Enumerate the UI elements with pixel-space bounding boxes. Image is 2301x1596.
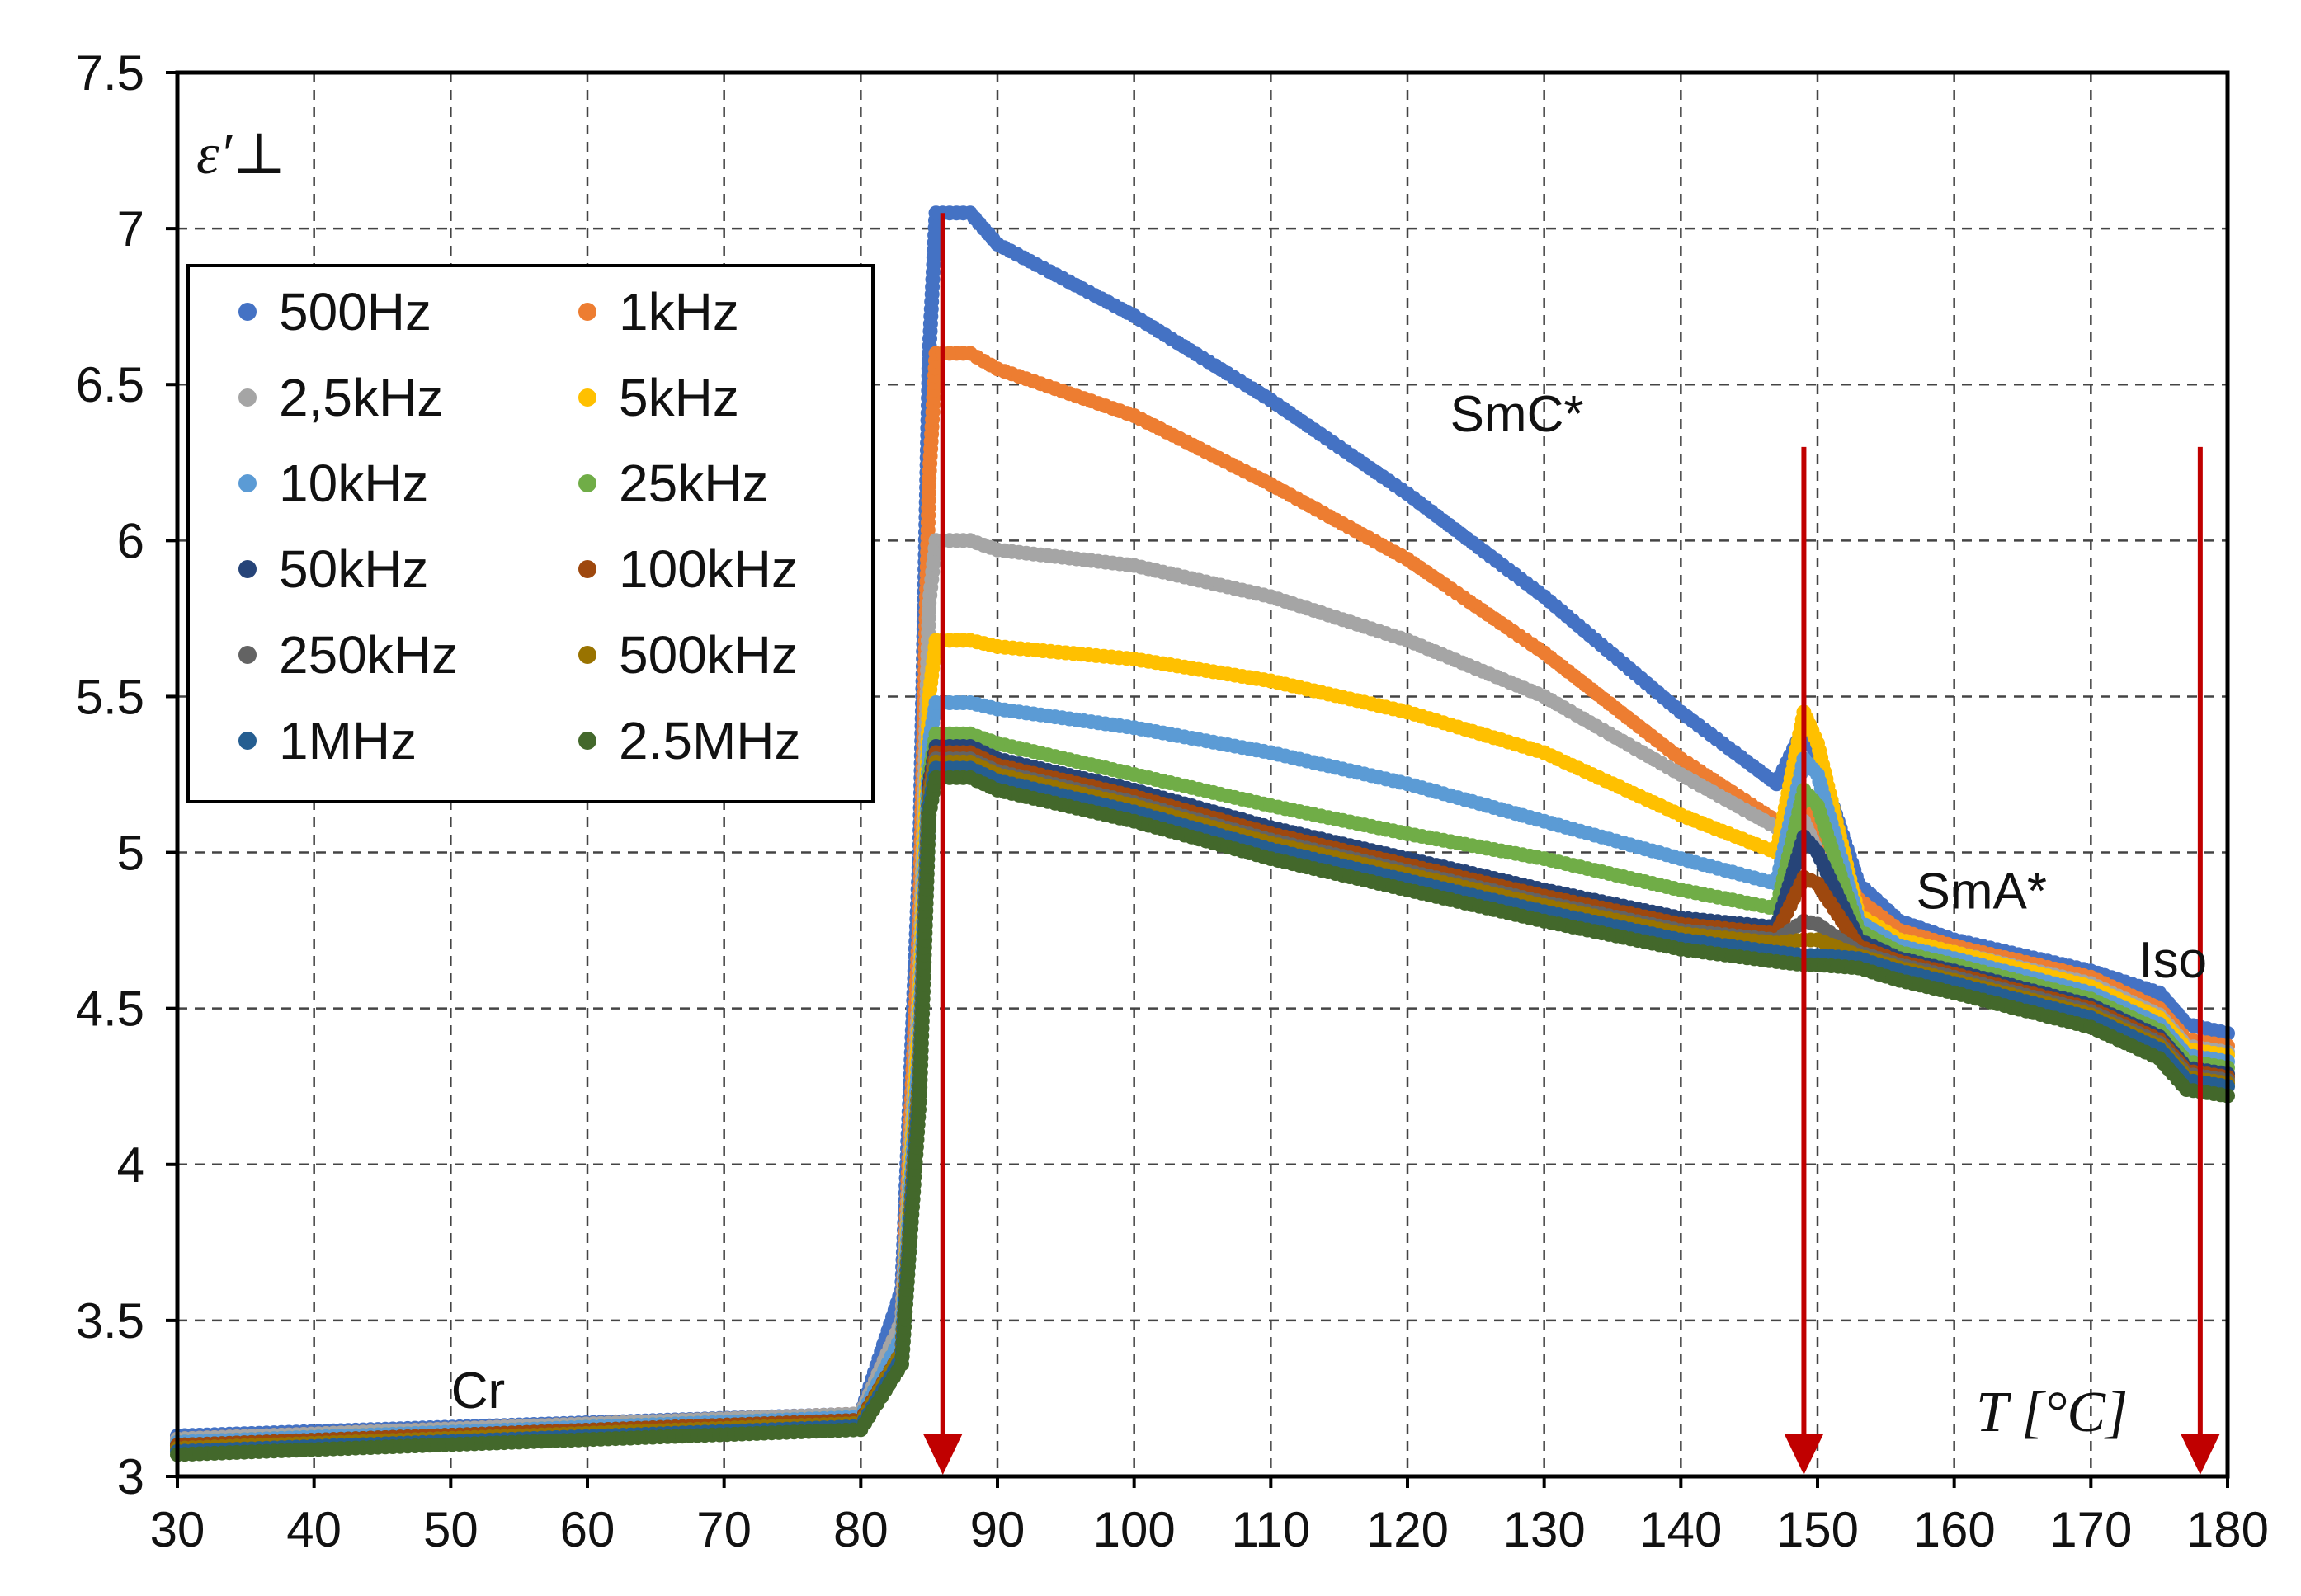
annotation-sma: SmA*: [1917, 864, 2047, 920]
legend-marker: [238, 560, 257, 578]
x-tick-label: 50: [423, 1502, 479, 1557]
x-tick-label: 150: [1776, 1502, 1859, 1557]
y-tick-label: 4.5: [76, 982, 144, 1037]
legend-label: 2.5MHz: [619, 711, 801, 770]
legend-label: 1kHz: [619, 282, 739, 341]
y-tick-label: 7: [117, 201, 144, 257]
annotation-iso: Iso: [2138, 932, 2207, 989]
legend-label: 2,5kHz: [279, 368, 443, 427]
x-tick-label: 110: [1232, 1502, 1311, 1557]
y-tick-label: 6: [117, 513, 144, 568]
y-tick-label: 5: [117, 826, 144, 881]
legend-marker: [238, 303, 257, 321]
legend: 500Hz 1kHz 2,5kHz 5kHz 10kHz 25kHz 50kHz 100kHz…: [186, 264, 875, 803]
x-tick-label: 120: [1366, 1502, 1449, 1557]
annotation-smc: SmC*: [1450, 386, 1584, 443]
x-tick-label: 80: [833, 1502, 889, 1557]
legend-box: [186, 264, 875, 803]
x-tick-label: 60: [560, 1502, 615, 1557]
x-tick-label: 160: [1913, 1502, 1996, 1557]
legend-marker: [238, 474, 257, 492]
legend-marker: [238, 732, 257, 750]
legend-label: 50kHz: [279, 539, 428, 599]
transition-arrows: [922, 213, 2220, 1475]
legend-marker: [238, 646, 257, 664]
y-tick-label: 6.5: [76, 357, 144, 412]
x-tick-label: 30: [150, 1502, 205, 1557]
x-tick-label: 130: [1503, 1502, 1586, 1557]
y-axis-ticks: 3 3.5 4 4.5 5 5.5 6 6.5 7 7.5: [76, 45, 177, 1504]
x-tick-label: 170: [2049, 1502, 2132, 1557]
legend-label: 250kHz: [279, 625, 458, 685]
legend-label: 5kHz: [619, 368, 739, 427]
x-axis-label: T [°C]: [1976, 1381, 2128, 1444]
x-tick-label: 90: [970, 1502, 1026, 1557]
x-tick-label: 180: [2186, 1502, 2269, 1557]
legend-marker: [578, 560, 596, 578]
legend-marker: [578, 474, 596, 492]
transition-arrow-head: [922, 1434, 963, 1475]
y-tick-label: 7.5: [76, 45, 144, 101]
legend-marker: [578, 303, 596, 321]
y-tick-label: 4: [117, 1137, 144, 1193]
legend-marker: [238, 388, 257, 407]
x-tick-label: 70: [696, 1502, 752, 1557]
y-tick-label: 3.5: [76, 1293, 144, 1349]
y-tick-label: 5.5: [76, 669, 144, 724]
series-100kHz: [170, 745, 2235, 1453]
legend-items: 500Hz 1kHz 2,5kHz 5kHz 10kHz 25kHz 50kHz 100kHz…: [238, 282, 801, 770]
data-series: [170, 205, 2235, 1462]
legend-label: 25kHz: [619, 454, 768, 513]
x-tick-label: 40: [286, 1502, 342, 1557]
y-tick-label: 3: [117, 1449, 144, 1504]
legend-label: 500kHz: [619, 625, 798, 685]
plot-frame: [175, 70, 2230, 1479]
phase-annotations: Cr SmC* SmA* Iso: [451, 386, 2207, 1419]
x-tick-label: 140: [1639, 1502, 1722, 1557]
x-axis-ticks: 30 40 50 60 70 80 90 100 110 120 130 140 150 160 170 18…: [150, 1476, 2269, 1557]
legend-label: 500Hz: [279, 282, 431, 341]
x-tick-label: 100: [1093, 1502, 1176, 1557]
legend-marker: [578, 646, 596, 664]
legend-label: 100kHz: [619, 539, 798, 599]
transition-arrow-head: [2180, 1434, 2220, 1475]
legend-label: 1MHz: [279, 711, 417, 770]
series-500kHz: [170, 754, 2235, 1456]
series-250kHz: [170, 751, 2235, 1456]
series-2.5MHz: [170, 770, 2235, 1462]
annotation-cr: Cr: [451, 1363, 505, 1419]
transition-arrow-head: [1784, 1434, 1824, 1475]
legend-marker: [578, 388, 596, 407]
legend-label: 10kHz: [279, 454, 428, 513]
y-axis-label: ε′⊥: [196, 123, 286, 186]
legend-marker: [578, 732, 596, 750]
